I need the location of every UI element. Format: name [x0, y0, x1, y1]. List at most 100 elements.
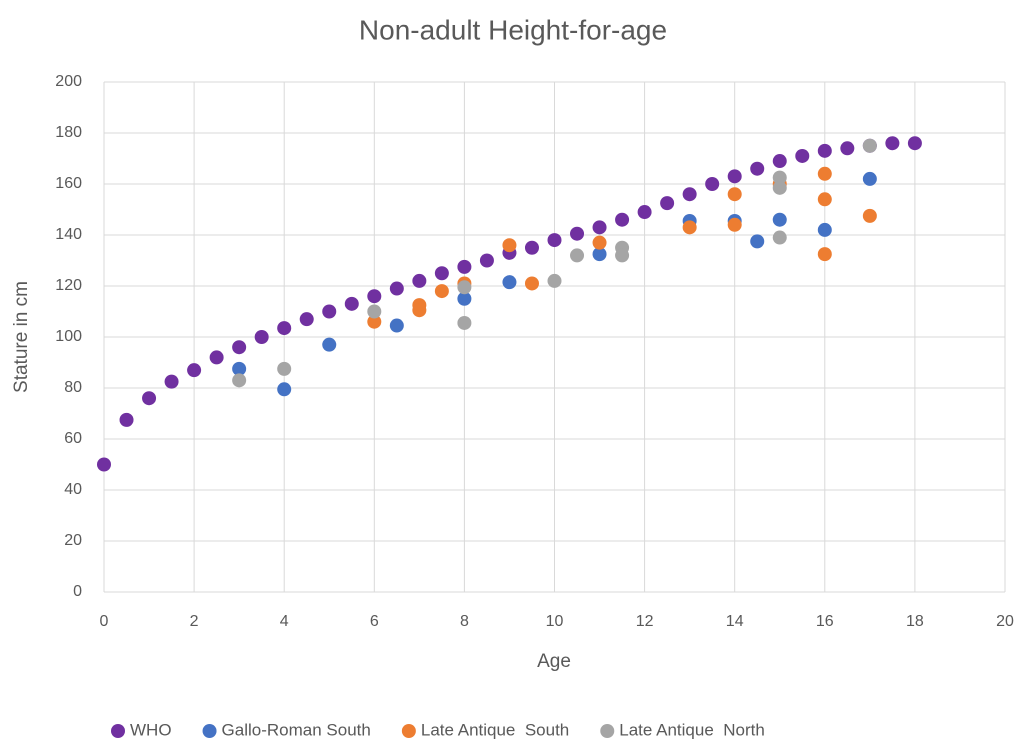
point — [232, 361, 247, 376]
y-tick-label: 160 — [55, 175, 82, 192]
legend-label: WHO — [130, 720, 172, 739]
y-tick-label: 80 — [64, 379, 82, 396]
y-tick-label: 180 — [55, 124, 82, 141]
point — [322, 337, 337, 352]
y-tick-label: 140 — [55, 226, 82, 243]
point — [682, 187, 697, 202]
point — [817, 247, 832, 262]
point — [592, 235, 607, 250]
point — [750, 161, 765, 176]
legend-marker — [401, 724, 416, 738]
point — [772, 180, 787, 195]
point — [434, 266, 449, 281]
point — [457, 280, 472, 295]
point — [142, 391, 157, 406]
point — [637, 205, 652, 220]
point — [434, 284, 449, 299]
legend-marker — [111, 724, 125, 738]
legend-marker — [202, 724, 217, 738]
point — [615, 212, 630, 227]
point — [570, 248, 585, 263]
point — [367, 304, 382, 319]
point — [277, 361, 292, 376]
point — [862, 138, 877, 153]
point — [705, 177, 720, 191]
x-tick-label: 2 — [190, 613, 199, 630]
point — [817, 143, 832, 158]
point — [907, 136, 922, 151]
point — [412, 303, 427, 318]
x-tick-label: 4 — [280, 613, 289, 630]
y-tick-label: 40 — [64, 481, 82, 498]
legend-label: Late Antique South — [421, 720, 569, 739]
y-tick-label: 100 — [55, 328, 82, 345]
point — [772, 154, 787, 169]
point — [232, 373, 247, 388]
point — [479, 253, 494, 268]
point — [615, 248, 630, 263]
point — [367, 314, 382, 329]
point — [817, 222, 832, 237]
point — [299, 312, 314, 327]
point — [772, 170, 787, 185]
point — [389, 281, 404, 296]
point — [502, 275, 517, 290]
point — [592, 247, 607, 262]
point — [885, 136, 900, 151]
point — [750, 234, 765, 249]
x-tick-label: 18 — [906, 613, 924, 630]
point — [682, 220, 697, 235]
point — [727, 169, 742, 184]
point — [322, 304, 337, 319]
y-axis-label: Stature in cm — [11, 281, 32, 393]
y-tick-label: 120 — [55, 277, 82, 294]
point — [209, 350, 224, 365]
point — [524, 276, 539, 291]
x-tick-label: 0 — [100, 613, 109, 630]
point — [840, 141, 855, 156]
x-tick-label: 6 — [370, 613, 379, 630]
point — [524, 240, 539, 255]
point — [119, 412, 134, 427]
point — [570, 226, 585, 241]
point — [232, 340, 247, 355]
point — [727, 217, 742, 232]
legend-marker — [600, 724, 615, 738]
point — [817, 166, 832, 181]
point — [547, 233, 562, 248]
x-tick-label: 20 — [996, 613, 1014, 630]
point — [502, 238, 517, 253]
x-tick-label: 8 — [460, 613, 469, 630]
y-tick-label: 200 — [55, 73, 82, 90]
point — [772, 212, 787, 227]
point — [547, 273, 562, 288]
point — [457, 315, 472, 330]
point — [862, 171, 877, 186]
point — [187, 363, 202, 378]
point — [457, 291, 472, 306]
point — [367, 289, 382, 304]
point — [727, 187, 742, 202]
point — [457, 259, 472, 274]
x-tick-label: 14 — [726, 613, 744, 630]
legend-label: Gallo-Roman South — [222, 720, 371, 739]
point — [164, 374, 179, 389]
point — [254, 330, 269, 344]
chart-title: Non-adult Height-for-age — [359, 14, 667, 45]
y-tick-label: 60 — [64, 430, 82, 447]
y-tick-label: 20 — [64, 532, 82, 549]
point — [660, 196, 675, 211]
x-tick-label: 10 — [546, 613, 564, 630]
point — [817, 192, 832, 207]
point — [772, 230, 787, 245]
x-tick-label: 12 — [636, 613, 654, 630]
y-tick-label: 0 — [73, 583, 82, 600]
point — [795, 148, 810, 163]
point — [277, 321, 292, 336]
point — [412, 273, 427, 288]
point — [97, 457, 111, 472]
x-tick-label: 16 — [816, 613, 834, 630]
point — [592, 220, 607, 235]
